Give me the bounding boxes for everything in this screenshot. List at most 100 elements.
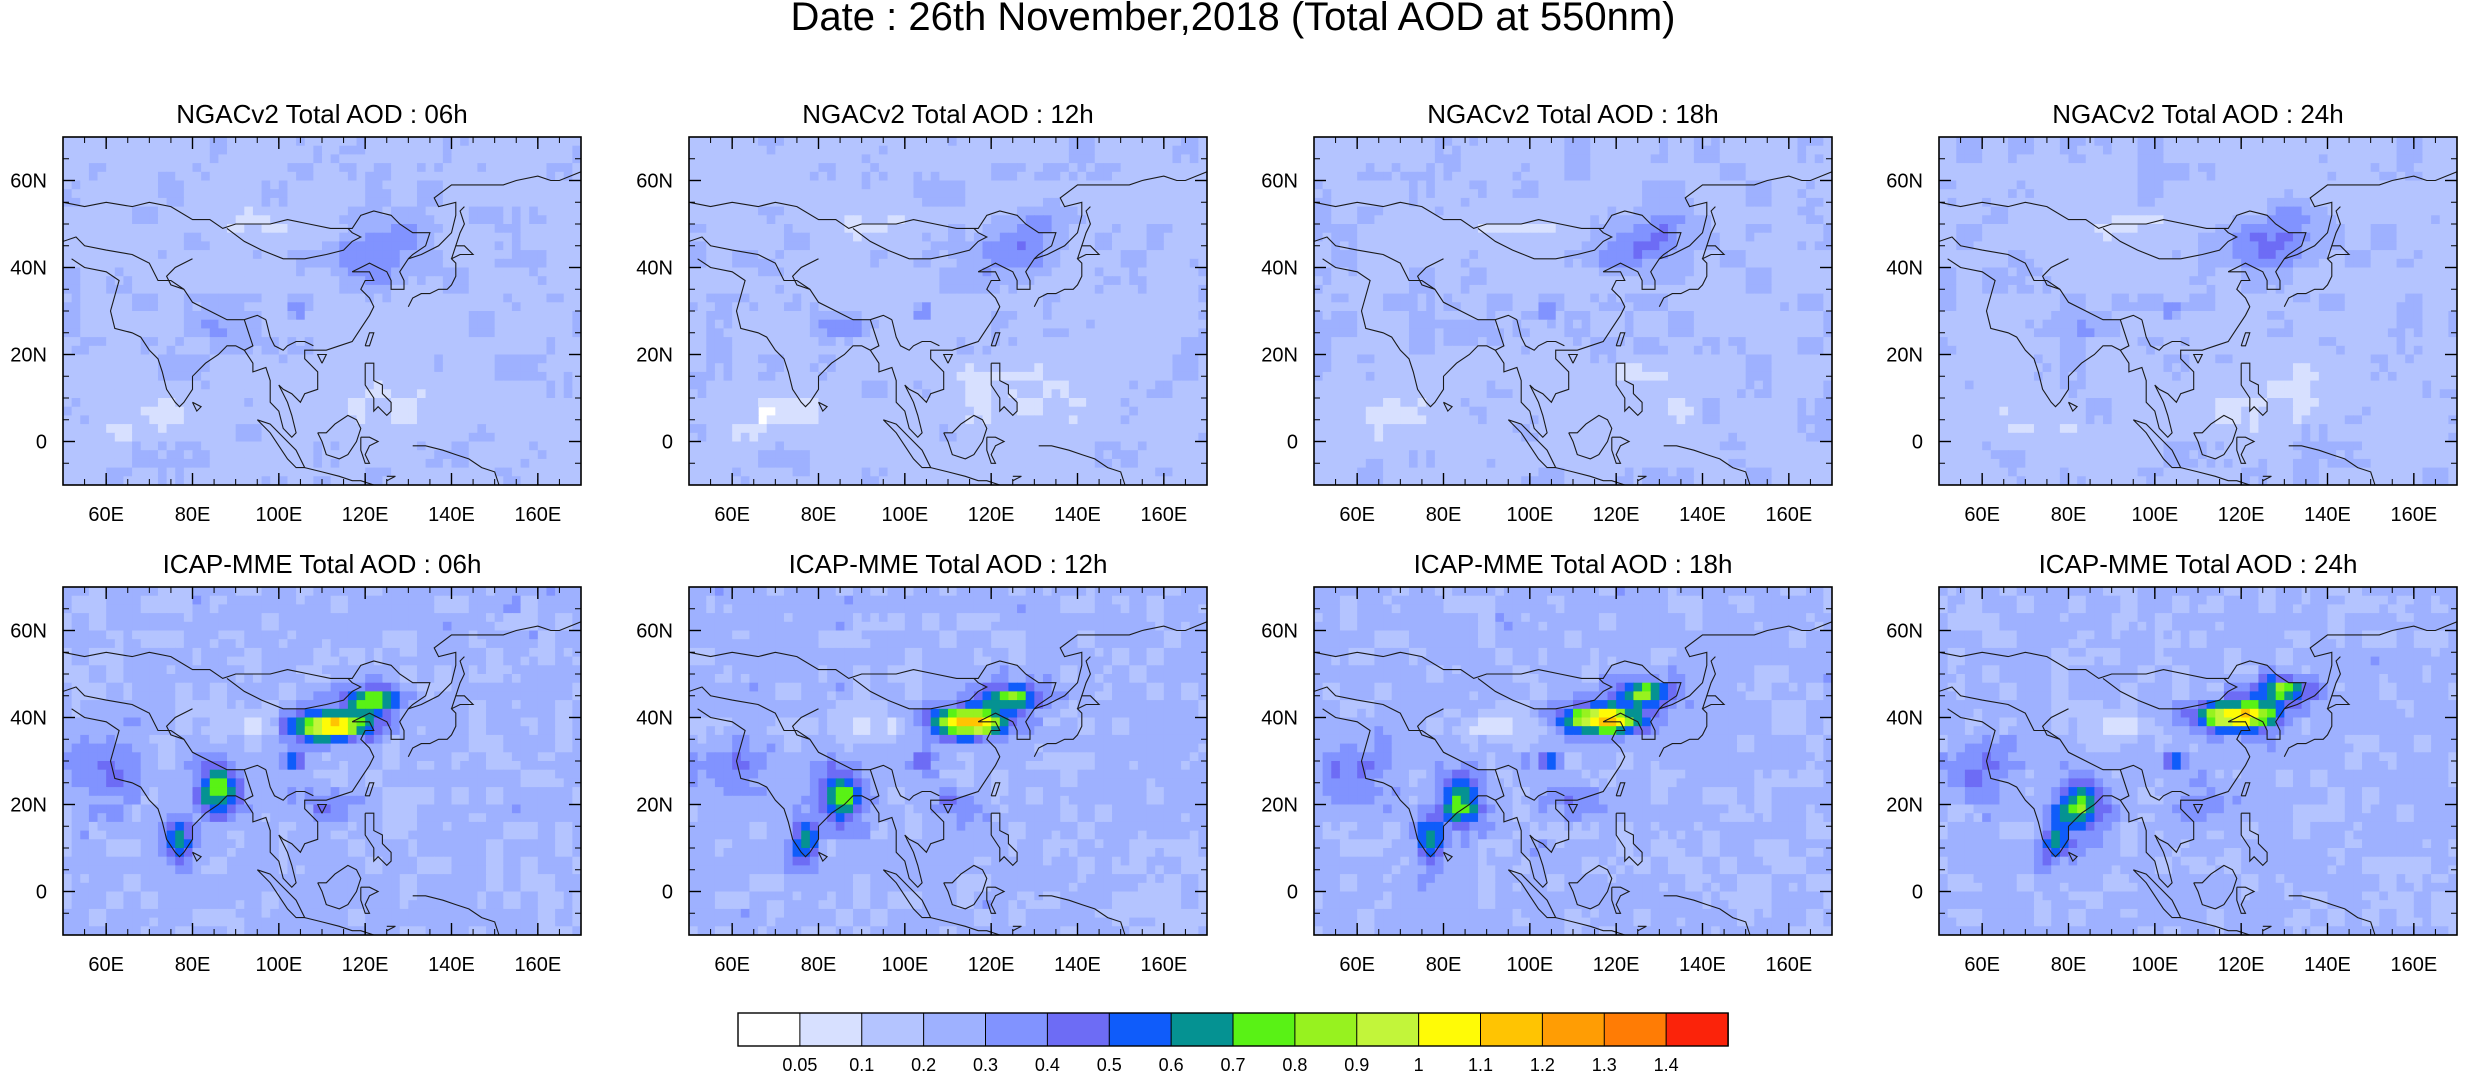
colorbar-swatch bbox=[1232, 1012, 1296, 1047]
x-tick-label: 160E bbox=[514, 954, 561, 976]
x-tick-label: 100E bbox=[255, 504, 302, 526]
y-tick-label: 0 bbox=[36, 882, 47, 904]
y-tick-label: 20N bbox=[636, 345, 673, 367]
x-tick-label: 80E bbox=[801, 504, 837, 526]
y-tick-label: 40N bbox=[1261, 708, 1298, 730]
colorbar-swatch bbox=[1356, 1012, 1420, 1047]
colorbar-label: 1.1 bbox=[1468, 1055, 1493, 1071]
y-tick-label: 0 bbox=[36, 432, 47, 454]
x-tick-label: 120E bbox=[1593, 954, 1640, 976]
x-tick-label: 140E bbox=[2304, 504, 2351, 526]
x-tick-label: 60E bbox=[714, 954, 750, 976]
colorbar-label: 0.1 bbox=[849, 1055, 874, 1071]
map-panel: ICAP-MME Total AOD : 12h 60E 80E 100E 120E 14… bbox=[636, 549, 1208, 976]
y-tick-label: 0 bbox=[662, 432, 673, 454]
colorbar-label: 0.7 bbox=[1220, 1055, 1245, 1071]
map-panel: ICAP-MME Total AOD : 18h 60E 80E 100E 120E 14… bbox=[1261, 549, 1833, 976]
x-tick-label: 60E bbox=[1339, 954, 1375, 976]
colorbar-label: 0.5 bbox=[1097, 1055, 1122, 1071]
y-tick-label: 40N bbox=[1886, 258, 1923, 280]
colorbar-label: 1.3 bbox=[1592, 1055, 1617, 1071]
colorbar-label: 0.05 bbox=[782, 1055, 817, 1071]
colorbar-swatch bbox=[923, 1012, 987, 1047]
colorbar-label: 1.2 bbox=[1530, 1055, 1555, 1071]
colorbar-swatch bbox=[737, 1012, 801, 1047]
x-tick-label: 140E bbox=[1054, 504, 1101, 526]
x-tick-label: 100E bbox=[2131, 504, 2178, 526]
map-panel: ICAP-MME Total AOD : 24h 60E 80E 100E 120E 14… bbox=[1886, 549, 2458, 976]
colorbar-swatch bbox=[1170, 1012, 1234, 1047]
x-tick-label: 100E bbox=[881, 954, 928, 976]
panel-title: NGACv2 Total AOD : 06h bbox=[176, 99, 467, 129]
coastlines bbox=[1314, 621, 1832, 935]
panel-title: ICAP-MME Total AOD : 06h bbox=[163, 549, 482, 579]
map-panel: NGACv2 Total AOD : 12h 60E 80E 100E 120E 140E… bbox=[636, 99, 1208, 526]
x-tick-label: 140E bbox=[428, 954, 475, 976]
colorbar-label: 0.9 bbox=[1344, 1055, 1369, 1071]
y-tick-label: 40N bbox=[10, 708, 47, 730]
y-tick-label: 40N bbox=[1261, 258, 1298, 280]
y-tick-label: 60N bbox=[1261, 171, 1298, 193]
coastlines bbox=[1939, 621, 2457, 935]
colorbar-label: 0.3 bbox=[973, 1055, 998, 1071]
y-tick-label: 40N bbox=[636, 708, 673, 730]
x-tick-label: 60E bbox=[714, 504, 750, 526]
x-tick-label: 80E bbox=[175, 504, 211, 526]
x-tick-label: 120E bbox=[342, 954, 389, 976]
y-tick-label: 40N bbox=[1886, 708, 1923, 730]
x-tick-label: 100E bbox=[1506, 954, 1553, 976]
y-tick-label: 20N bbox=[10, 345, 47, 367]
y-tick-label: 60N bbox=[10, 621, 47, 643]
panel-title: NGACv2 Total AOD : 24h bbox=[2052, 99, 2343, 129]
x-tick-label: 80E bbox=[801, 954, 837, 976]
y-tick-label: 40N bbox=[10, 258, 47, 280]
x-tick-label: 160E bbox=[514, 504, 561, 526]
colorbar-swatch bbox=[985, 1012, 1049, 1047]
y-tick-label: 0 bbox=[662, 882, 673, 904]
y-tick-label: 20N bbox=[1886, 345, 1923, 367]
figure-title: Date : 26th November,2018 (Total AOD at … bbox=[791, 0, 1676, 39]
x-tick-label: 80E bbox=[1426, 504, 1462, 526]
aod-field bbox=[689, 137, 1207, 485]
x-tick-label: 100E bbox=[2131, 954, 2178, 976]
x-tick-label: 80E bbox=[1426, 954, 1462, 976]
aod-field bbox=[1939, 137, 2457, 485]
y-tick-label: 60N bbox=[1886, 171, 1923, 193]
x-tick-label: 80E bbox=[2051, 954, 2087, 976]
colorbar-swatch bbox=[1108, 1012, 1172, 1047]
x-tick-label: 140E bbox=[428, 504, 475, 526]
x-tick-label: 120E bbox=[2218, 504, 2265, 526]
x-tick-label: 60E bbox=[1964, 504, 2000, 526]
panel-title: ICAP-MME Total AOD : 24h bbox=[2039, 549, 2358, 579]
map-panel: NGACv2 Total AOD : 18h 60E 80E 100E 120E 140E… bbox=[1261, 99, 1833, 526]
panel-title: NGACv2 Total AOD : 18h bbox=[1427, 99, 1718, 129]
x-tick-label: 120E bbox=[1593, 504, 1640, 526]
y-tick-label: 60N bbox=[10, 171, 47, 193]
colorbar-swatch bbox=[799, 1012, 863, 1047]
y-tick-label: 20N bbox=[1886, 795, 1923, 817]
x-tick-label: 140E bbox=[1679, 504, 1726, 526]
x-tick-label: 60E bbox=[88, 954, 124, 976]
x-tick-label: 80E bbox=[2051, 504, 2087, 526]
y-tick-label: 0 bbox=[1912, 432, 1923, 454]
x-tick-label: 160E bbox=[1140, 504, 1187, 526]
x-tick-label: 80E bbox=[175, 954, 211, 976]
coastlines bbox=[63, 171, 581, 485]
x-tick-label: 60E bbox=[1339, 504, 1375, 526]
colorbar-swatch bbox=[1294, 1012, 1358, 1047]
y-tick-label: 0 bbox=[1287, 882, 1298, 904]
colorbar-swatch bbox=[861, 1012, 925, 1047]
x-tick-label: 60E bbox=[88, 504, 124, 526]
x-tick-label: 140E bbox=[1679, 954, 1726, 976]
y-tick-label: 60N bbox=[1261, 621, 1298, 643]
map-panel: NGACv2 Total AOD : 06h 60E 80E 100E 120E 140E… bbox=[10, 99, 582, 526]
colorbar-swatch bbox=[1480, 1012, 1544, 1047]
x-tick-label: 60E bbox=[1964, 954, 2000, 976]
x-tick-label: 120E bbox=[2218, 954, 2265, 976]
coastlines bbox=[689, 621, 1207, 935]
coastlines bbox=[1939, 171, 2457, 485]
y-tick-label: 0 bbox=[1287, 432, 1298, 454]
coastlines bbox=[689, 171, 1207, 485]
y-tick-label: 20N bbox=[1261, 345, 1298, 367]
